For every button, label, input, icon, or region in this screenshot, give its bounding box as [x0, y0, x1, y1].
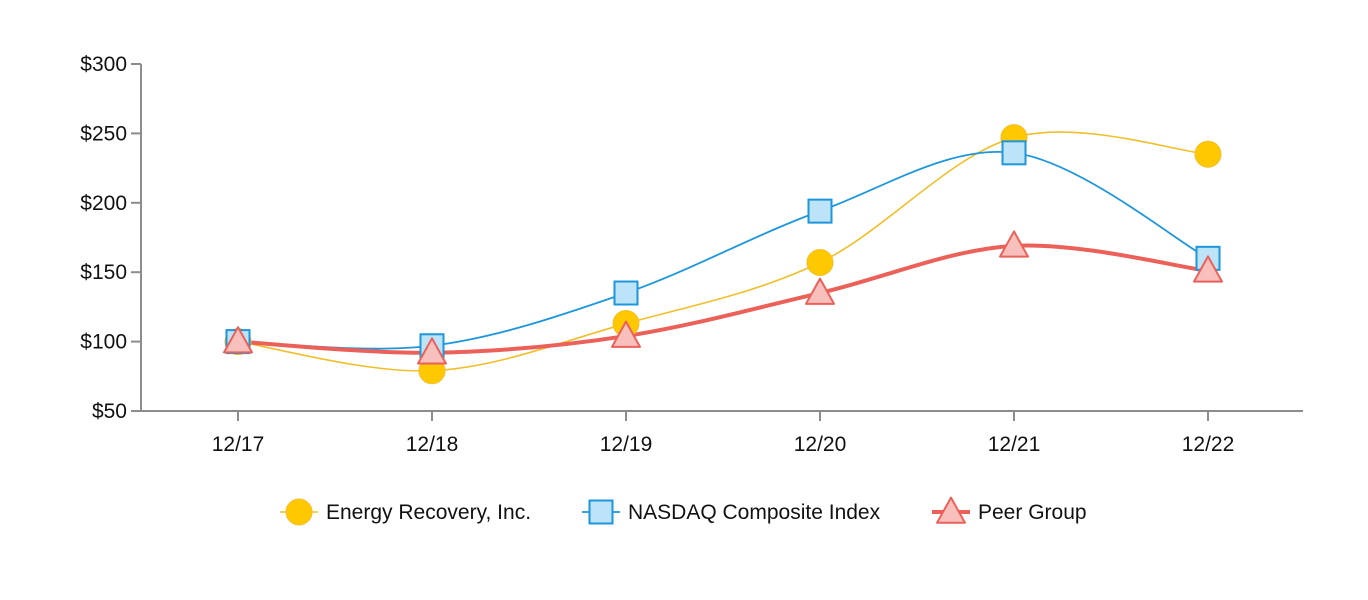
data-point-series-0-3	[806, 248, 834, 276]
data-point-series-2-3	[805, 277, 835, 305]
data-point-series-2-2	[611, 320, 641, 348]
y-tick-label: $150	[80, 261, 127, 284]
y-tick-label: $100	[80, 331, 127, 354]
data-point-series-2-0	[223, 326, 253, 354]
data-point-series-2-4	[999, 230, 1029, 258]
data-point-series-1-2	[613, 280, 639, 306]
legend-marker-1	[588, 499, 614, 525]
x-tick-label: 12/19	[600, 433, 653, 456]
data-point-series-1-3	[807, 198, 833, 224]
legend-label-1: NASDAQ Composite Index	[628, 501, 881, 524]
legend-label-2: Peer Group	[978, 501, 1087, 524]
data-point-series-1-4	[1001, 140, 1027, 166]
y-tick-label: $300	[80, 53, 127, 76]
x-tick-label: 12/18	[406, 433, 459, 456]
data-point-series-2-5	[1193, 255, 1223, 283]
x-tick-label: 12/20	[794, 433, 847, 456]
data-point-series-2-1	[417, 337, 447, 365]
x-tick-label: 12/21	[988, 433, 1041, 456]
legend-label-0: Energy Recovery, Inc.	[326, 501, 531, 524]
y-tick-label: $200	[80, 192, 127, 215]
legend-marker-2	[936, 496, 966, 524]
series-line-1	[237, 151, 1209, 350]
data-point-series-0-5	[1194, 140, 1222, 168]
x-tick-label: 12/17	[212, 433, 265, 456]
series-line-2	[236, 243, 1210, 355]
legend-marker-0	[285, 498, 313, 526]
x-axis: 12/17 12/18 12/19 12/20 12/21 12/22	[141, 410, 1303, 456]
y-tick-label: $250	[80, 122, 127, 145]
series-markers	[223, 124, 1223, 385]
x-tick-label: 12/22	[1182, 433, 1235, 456]
y-tick-label: $50	[92, 400, 127, 423]
series-line-0	[237, 131, 1209, 372]
y-axis: $50 $100 $150 $200 $250 $300	[80, 53, 142, 423]
series-lines	[236, 131, 1210, 372]
chart-legend: Energy Recovery, Inc. NASDAQ Composite In…	[280, 496, 1087, 526]
